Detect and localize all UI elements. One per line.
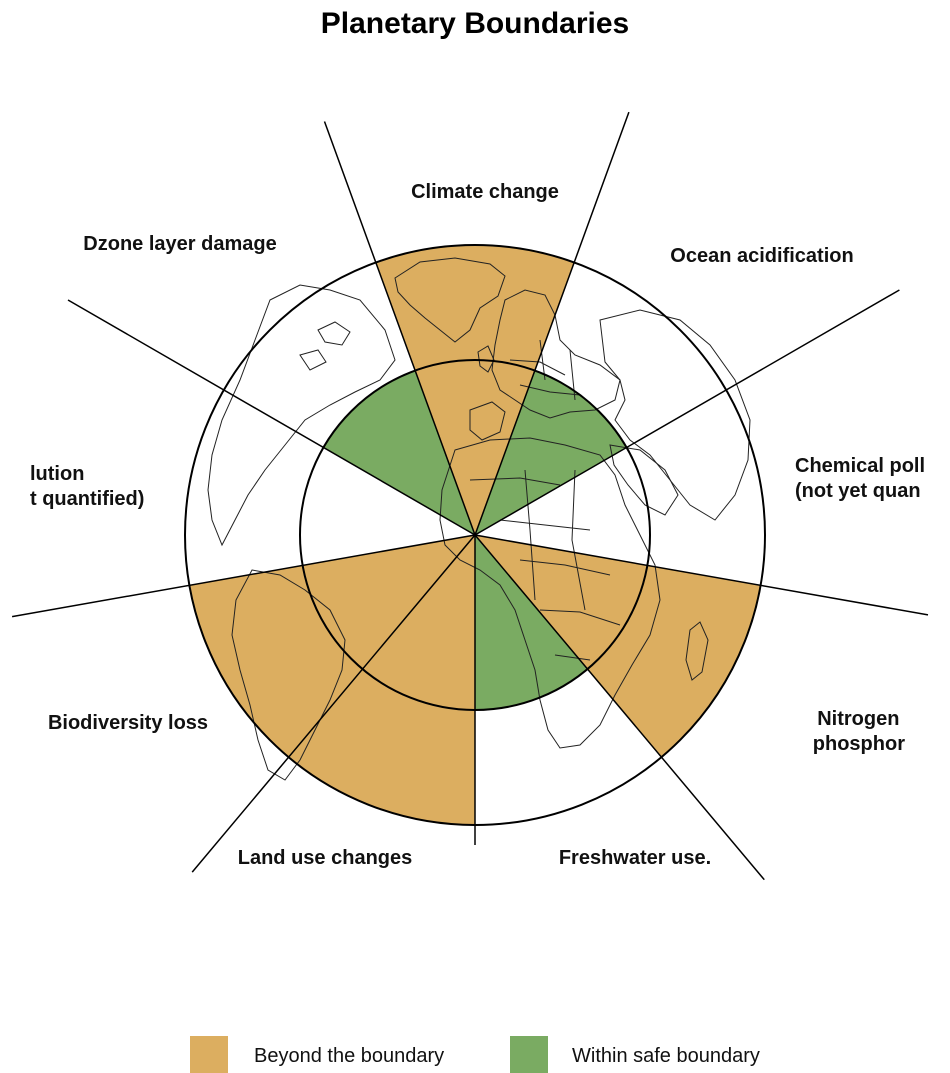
segment-dividers bbox=[11, 111, 929, 881]
label-chemical-pollution: Chemical poll (not yet quan bbox=[795, 455, 931, 502]
north-america-outline bbox=[207, 284, 396, 547]
british-isles bbox=[477, 345, 495, 373]
divider-line-2 bbox=[474, 289, 900, 536]
iberia bbox=[469, 401, 506, 441]
label-land-use-changes: Land use changes bbox=[238, 847, 413, 869]
label-ocean-acidification: Ocean acidification bbox=[670, 245, 853, 267]
label-biodiversity-loss: Biodiversity loss bbox=[48, 712, 208, 734]
label-ozone-layer-damage: Dzone layer damage bbox=[83, 233, 276, 255]
legend: Beyond the boundary Within safe boundary bbox=[190, 1036, 760, 1073]
europe-borders bbox=[509, 339, 581, 401]
legend-label-within: Within safe boundary bbox=[572, 1045, 760, 1067]
divider-line-4 bbox=[474, 534, 765, 881]
divider-line-8 bbox=[67, 299, 476, 536]
wedge-within-1 bbox=[475, 370, 627, 535]
wedge-beyond-0 bbox=[375, 245, 575, 536]
wedge-beyond-3 bbox=[475, 535, 761, 758]
north-america-islands bbox=[299, 321, 351, 371]
divider-line-0 bbox=[323, 121, 476, 536]
label-climate-change: Climate change bbox=[411, 181, 559, 203]
africa-borders bbox=[469, 469, 621, 661]
boundary-wedges bbox=[189, 245, 761, 826]
asia-outline bbox=[599, 309, 751, 521]
diagram-title: Planetary Boundaries bbox=[321, 7, 629, 40]
madagascar bbox=[685, 621, 709, 681]
label-nitrogen-phosphorus: Nitrogen phosphor bbox=[813, 708, 905, 755]
divider-line-7 bbox=[11, 534, 476, 618]
legend-swatch-within bbox=[510, 1036, 548, 1073]
greenland-outline bbox=[394, 257, 506, 343]
divider-line-1 bbox=[474, 111, 630, 536]
label-atmospheric-aerosol: lution t quantified) bbox=[30, 463, 144, 510]
divider-line-6 bbox=[191, 534, 476, 873]
arabia-outline bbox=[609, 444, 679, 516]
africa-outline bbox=[439, 437, 661, 749]
south-america-outline bbox=[231, 569, 346, 781]
divider-line-3 bbox=[474, 534, 929, 616]
wedge-within-8 bbox=[323, 370, 475, 535]
wedge-beyond-5 bbox=[288, 535, 475, 826]
wedge-beyond-6 bbox=[189, 535, 475, 758]
label-freshwater-use: Freshwater use. bbox=[559, 847, 711, 869]
legend-swatch-beyond bbox=[190, 1036, 228, 1073]
legend-label-beyond: Beyond the boundary bbox=[254, 1045, 444, 1067]
wedge-within-4 bbox=[475, 535, 588, 711]
